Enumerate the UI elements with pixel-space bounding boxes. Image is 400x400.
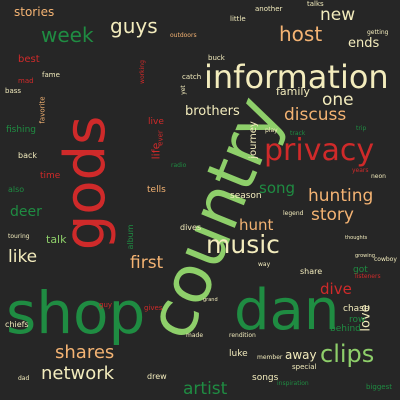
word-made: made [186,332,204,339]
word-gods: gods [53,115,118,251]
word-music: music [206,230,280,259]
word-stories: stories [14,5,55,19]
word-fame: fame [42,71,60,79]
word-row: row [349,315,366,325]
word-clips: clips [320,340,375,368]
word-little: little [230,15,246,23]
word-also: also [8,185,25,194]
word-dives: dives [180,223,202,232]
word-neon: neon [371,173,386,180]
word-radio: radio [171,162,187,169]
word-story: story [311,205,354,225]
word-away: away [285,348,317,362]
word-song: song [259,179,296,197]
word-week: week [41,23,94,47]
word-ever: ever [156,130,165,146]
word-fishing: fishing [6,125,36,135]
word-luke: luke [229,349,248,359]
word-inspiration: inspiration [277,380,309,387]
word-behind: behind [330,324,361,334]
word-favorite: favorite [38,96,47,124]
word-buck: buck [208,54,225,62]
word-special: special [292,363,317,371]
word-bass: bass [5,87,22,95]
word-artist: artist [183,379,228,399]
word-mad: mad [18,77,34,85]
word-one: one [322,90,354,110]
word-deer: deer [10,204,42,220]
word-touring: touring [8,233,30,240]
word-information: information [204,58,389,96]
word-track: track [290,130,306,137]
word-time: time [40,171,61,181]
word-dive: dive [320,280,352,298]
word-family: family [276,85,310,98]
word-years: years [352,167,369,174]
word-cowboy: cowboy [374,256,397,263]
word-biggest: biggest [366,383,392,391]
word-gives: gives [144,304,163,312]
word-brothers: brothers [185,104,240,119]
word-getting: getting [367,29,389,36]
word-season: season [230,191,262,201]
word-member: member [257,354,283,361]
word-dad: dad [18,375,30,382]
word-legend: legend [283,210,304,217]
word-share: share [300,267,323,276]
word-chase: chase [343,304,370,314]
word-privacy: privacy [264,133,375,168]
word-ends: ends [348,36,380,51]
word-guys: guys [110,14,158,38]
word-like: like [8,247,38,267]
word-album: album [126,224,135,250]
word-drew: drew [147,372,167,381]
word-songs: songs [252,373,279,383]
word-new: new [320,5,356,25]
word-trip: trip [356,125,367,132]
word-thoughts: thoughts [345,235,368,241]
word-back: back [18,151,38,160]
word-tells: tells [147,185,166,195]
word-grand: grand [203,297,218,303]
word-working: working [139,60,146,84]
word-first: first [130,253,164,273]
word-shop: shop [6,279,146,347]
word-yet: yet [180,85,187,95]
word-got: got [353,265,368,275]
word-guy: guy [99,301,113,309]
word-shares: shares [55,342,115,363]
word-live: live [148,117,164,127]
word-talks: talks [307,0,324,8]
word-best: best [18,54,40,65]
word-another: another [255,5,283,13]
word-growing: growing [355,253,375,259]
word-play: play [265,127,278,134]
word-dan: dan [234,278,340,343]
word-discuss: discuss [284,105,347,125]
word-hunting: hunting [308,186,374,206]
word-network: network [41,363,115,384]
word-hunt: hunt [239,216,274,234]
word-way: way [258,261,271,268]
word-listeners: listeners [355,273,381,280]
word-chiefs: chiefs [5,320,29,329]
word-outdoors: outdoors [170,32,197,39]
word-journey: journey [248,121,259,159]
word-talk: talk [46,233,67,246]
word-host: host [279,22,323,46]
word-catch: catch [182,73,202,81]
word-rendition: rendition [229,332,256,339]
